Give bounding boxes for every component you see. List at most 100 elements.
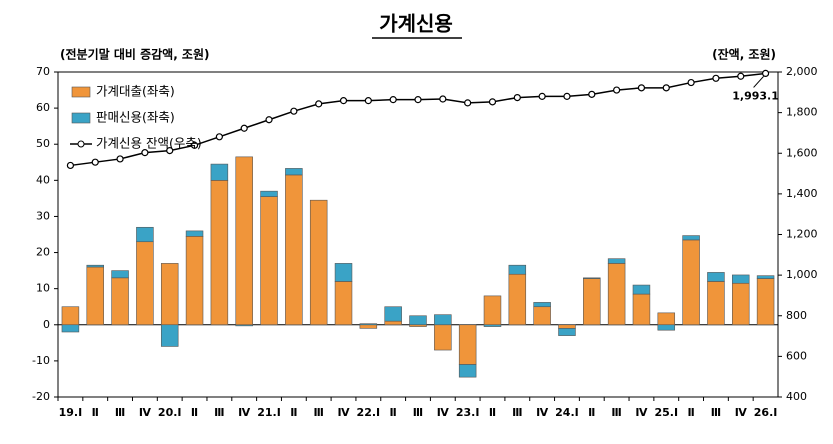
line-marker xyxy=(662,84,670,92)
bar xyxy=(607,263,626,326)
bar xyxy=(756,278,775,326)
x-tick-label: 25.Ⅰ xyxy=(654,406,678,419)
line-marker xyxy=(513,93,521,102)
bar xyxy=(607,258,626,264)
legend-label: 가계신용 잔액(우축) xyxy=(96,136,202,151)
y-tick-label: -20 xyxy=(32,390,50,403)
line-marker xyxy=(91,158,99,166)
line-marker xyxy=(563,92,571,100)
legend-label: 판매신용(좌축) xyxy=(96,110,175,125)
bar xyxy=(558,328,576,336)
line-marker xyxy=(190,141,199,149)
bar xyxy=(583,277,601,279)
line-marker xyxy=(215,133,223,141)
bar xyxy=(458,324,477,365)
bar xyxy=(185,236,204,326)
line-marker xyxy=(315,100,323,108)
x-tick-label: Ⅳ xyxy=(437,406,450,419)
line-marker xyxy=(389,96,397,104)
bar xyxy=(359,323,378,326)
bar xyxy=(483,324,502,327)
line-marker xyxy=(290,107,298,115)
x-tick-label: Ⅱ xyxy=(191,406,198,419)
line-marker xyxy=(761,69,770,78)
bar xyxy=(483,295,502,326)
bar xyxy=(285,174,303,326)
bar xyxy=(682,239,700,326)
bar xyxy=(160,263,179,326)
line-marker xyxy=(439,95,447,103)
bar xyxy=(235,324,253,327)
bar xyxy=(334,263,353,282)
line-marker xyxy=(116,155,124,163)
data-label: 1,993.1 xyxy=(732,89,779,102)
x-tick-label: Ⅲ xyxy=(711,406,721,419)
line-marker xyxy=(364,97,372,105)
x-tick-label: Ⅲ xyxy=(413,406,423,419)
x-tick-label: 20.Ⅰ xyxy=(158,406,182,419)
x-tick-label: Ⅱ xyxy=(390,406,397,419)
line-marker xyxy=(737,72,745,80)
line-marker xyxy=(637,84,646,92)
y-tick-label: 30 xyxy=(36,209,50,222)
bar xyxy=(86,266,104,326)
bar xyxy=(285,168,303,176)
x-tick-label: Ⅲ xyxy=(512,406,522,419)
legend-label: 가계대출(좌축) xyxy=(96,84,175,99)
legend-swatch xyxy=(71,112,91,124)
bar xyxy=(260,190,278,197)
y2-tick-label: 1,400 xyxy=(786,187,818,200)
bar xyxy=(533,306,551,326)
bar xyxy=(732,282,750,326)
line-marker xyxy=(538,92,546,100)
y2-tick-label: 800 xyxy=(786,309,807,322)
y-tick-label: 0 xyxy=(43,318,50,331)
x-tick-label: Ⅳ xyxy=(238,406,251,419)
y-tick-label: 70 xyxy=(36,65,50,78)
bar xyxy=(682,235,700,241)
line-marker xyxy=(166,147,174,155)
bar xyxy=(235,156,253,326)
bar xyxy=(61,306,80,326)
bar xyxy=(111,277,129,326)
bar xyxy=(508,264,527,275)
x-tick-label: Ⅳ xyxy=(735,406,748,419)
x-tick-label: 24.Ⅰ xyxy=(555,406,579,419)
y2-tick-label: 1,000 xyxy=(786,268,818,281)
y-tick-label: 20 xyxy=(36,246,50,259)
bar xyxy=(61,324,80,333)
bar xyxy=(632,284,651,295)
bar xyxy=(185,230,204,237)
bar xyxy=(384,320,402,326)
bar xyxy=(136,241,154,326)
line-marker xyxy=(240,124,248,132)
x-tick-label: Ⅲ xyxy=(611,406,621,419)
x-tick-label: Ⅱ xyxy=(489,406,496,419)
x-tick-label: Ⅲ xyxy=(313,406,323,419)
x-tick-label: Ⅳ xyxy=(337,406,350,419)
line-marker xyxy=(488,98,497,106)
bar xyxy=(359,324,378,329)
line-marker xyxy=(141,149,149,157)
y-tick-label: 60 xyxy=(36,101,50,114)
x-tick-label: Ⅱ xyxy=(588,406,595,419)
bar xyxy=(657,312,676,326)
bar xyxy=(260,196,278,326)
y2-tick-label: 400 xyxy=(786,390,807,403)
line-marker xyxy=(712,74,720,82)
chart-title: 가계신용 xyxy=(379,12,453,36)
x-tick-label: Ⅲ xyxy=(115,406,125,419)
line-marker xyxy=(66,161,75,170)
line-marker xyxy=(414,96,422,104)
y-axis-label: (전분기말 대비 증감액, 조원) xyxy=(60,47,210,62)
bar xyxy=(732,274,750,284)
bar xyxy=(558,324,576,329)
bar xyxy=(508,273,527,326)
x-tick-label: Ⅳ xyxy=(139,406,152,419)
y2-tick-label: 1,200 xyxy=(786,228,818,241)
bar xyxy=(707,281,725,326)
x-tick-label: Ⅱ xyxy=(687,406,694,419)
x-tick-label: 23.Ⅰ xyxy=(456,406,480,419)
y2-axis-label: (잔액, 조원) xyxy=(712,47,776,62)
x-tick-label: 19.Ⅰ xyxy=(59,406,83,419)
